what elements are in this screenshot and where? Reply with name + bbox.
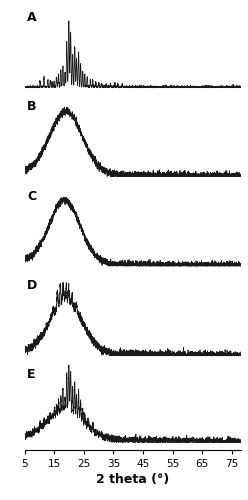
X-axis label: 2 theta (°): 2 theta (°) bbox=[96, 473, 169, 486]
Text: B: B bbox=[27, 100, 36, 114]
Text: C: C bbox=[27, 190, 36, 202]
Text: E: E bbox=[27, 368, 35, 382]
Text: A: A bbox=[27, 11, 37, 24]
Text: D: D bbox=[27, 279, 37, 292]
